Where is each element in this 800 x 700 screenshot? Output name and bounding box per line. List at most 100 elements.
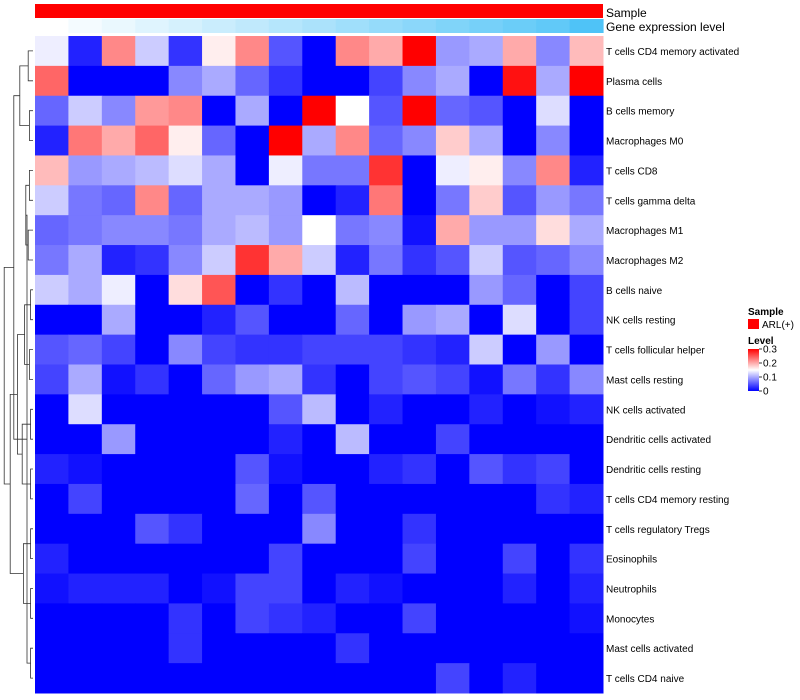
heatmap-cell [235,394,270,425]
heatmap-cell [302,185,337,216]
heatmap-cell [68,633,103,664]
heatmap-cell [302,65,337,97]
heatmap-cell [402,155,437,186]
heatmap-cell [235,155,270,186]
dendrogram-branch [29,349,33,380]
heatmap-cell [469,36,504,67]
heatmap-cell [536,543,571,575]
heatmap-cell [536,125,571,156]
heatmap-cell [502,304,537,336]
heatmap-cell [235,215,270,246]
heatmap-cell [502,245,537,276]
heatmap-cell [469,483,504,515]
heatmap-cell [502,513,537,545]
heatmap-cell [168,633,203,664]
heatmap-cell [135,95,170,127]
heatmap-cell [68,603,103,634]
heatmap-cell [369,304,404,336]
heatmap-cell [435,543,470,575]
annotation-expression-cell [435,19,470,33]
heatmap-cell [268,633,303,664]
heatmap-cell [168,245,203,276]
heatmap-cell [302,424,337,455]
heatmap-cell [68,36,103,67]
heatmap-cell [402,125,437,156]
heatmap-cell [469,125,504,156]
heatmap-cell [569,245,604,276]
heatmap-cell [369,95,404,127]
heatmap-cell [35,573,69,604]
heatmap-cell [569,185,604,216]
heatmap-cell [302,543,337,575]
heatmap-cell [302,483,337,515]
dendrogram-branch [27,50,33,82]
heatmap-cell [302,663,337,694]
heatmap-cell [502,633,537,664]
heatmap-cell [302,245,337,276]
heatmap-cell [402,364,437,395]
heatmap-cell [335,394,370,425]
heatmap-cell [135,364,170,395]
heatmap-cell [35,633,69,664]
heatmap-cell [202,95,236,127]
heatmap-cell [268,185,303,216]
heatmap-cell [302,274,337,306]
heatmap-cell [369,125,404,156]
heatmap-cell [101,334,136,365]
heatmap-cell [469,394,504,425]
heatmap-cell [502,663,537,694]
heatmap-cell [335,215,370,246]
heatmap-cell [35,274,69,306]
heatmap-cell [235,125,270,156]
heatmap-cell [268,125,303,156]
heatmap-cell [402,603,437,634]
heatmap-cell [369,603,404,634]
heatmap-cell [168,394,203,425]
heatmap-cell [335,274,370,306]
heatmap-cell [369,364,404,395]
heatmap-cell [302,304,337,336]
heatmap-cell [268,155,303,186]
heatmap-cell [302,95,337,127]
heatmap-cell [435,245,470,276]
dendrogram-branch [29,170,33,201]
heatmap-cell [502,394,537,425]
heatmap-cell [101,633,136,664]
heatmap-cell [268,543,303,575]
heatmap-cell [402,633,437,664]
heatmap-cell [101,573,136,604]
heatmap-cell [35,215,69,246]
heatmap-cell [502,155,537,186]
heatmap-cell [502,274,537,306]
heatmap-cell [402,245,437,276]
heatmap-cell [268,245,303,276]
heatmap-cell [268,36,303,67]
heatmap-cell [235,603,270,634]
heatmap-cell [536,334,571,365]
heatmap-cell [202,334,236,365]
heatmap-cell [101,364,136,395]
heatmap-cell [502,215,537,246]
dendrogram-branch [9,394,24,574]
heatmap-cell [202,483,236,515]
heatmap-cell [569,633,604,664]
heatmap-cell [435,155,470,186]
legend-level-colorbar [748,349,759,391]
heatmap-cell [135,483,170,515]
heatmap-cell [302,334,337,365]
annotation-expression-cell [268,19,303,33]
heatmap-cell [268,603,303,634]
heatmap-cell [202,543,236,575]
heatmap-cell [168,65,203,97]
heatmap-cell [168,573,203,604]
heatmap-cell [135,633,170,664]
heatmap-cell [35,513,69,545]
heatmap-cell [168,483,203,515]
heatmap-cell [502,364,537,395]
heatmap-cell [302,125,337,156]
row-label: Dendritic cells resting [606,465,701,476]
heatmap-cell [435,304,470,336]
row-labels: T cells CD4 memory activated Plasma cells… [606,47,739,685]
heatmap-cell [569,424,604,455]
heatmap-cell [569,663,604,694]
